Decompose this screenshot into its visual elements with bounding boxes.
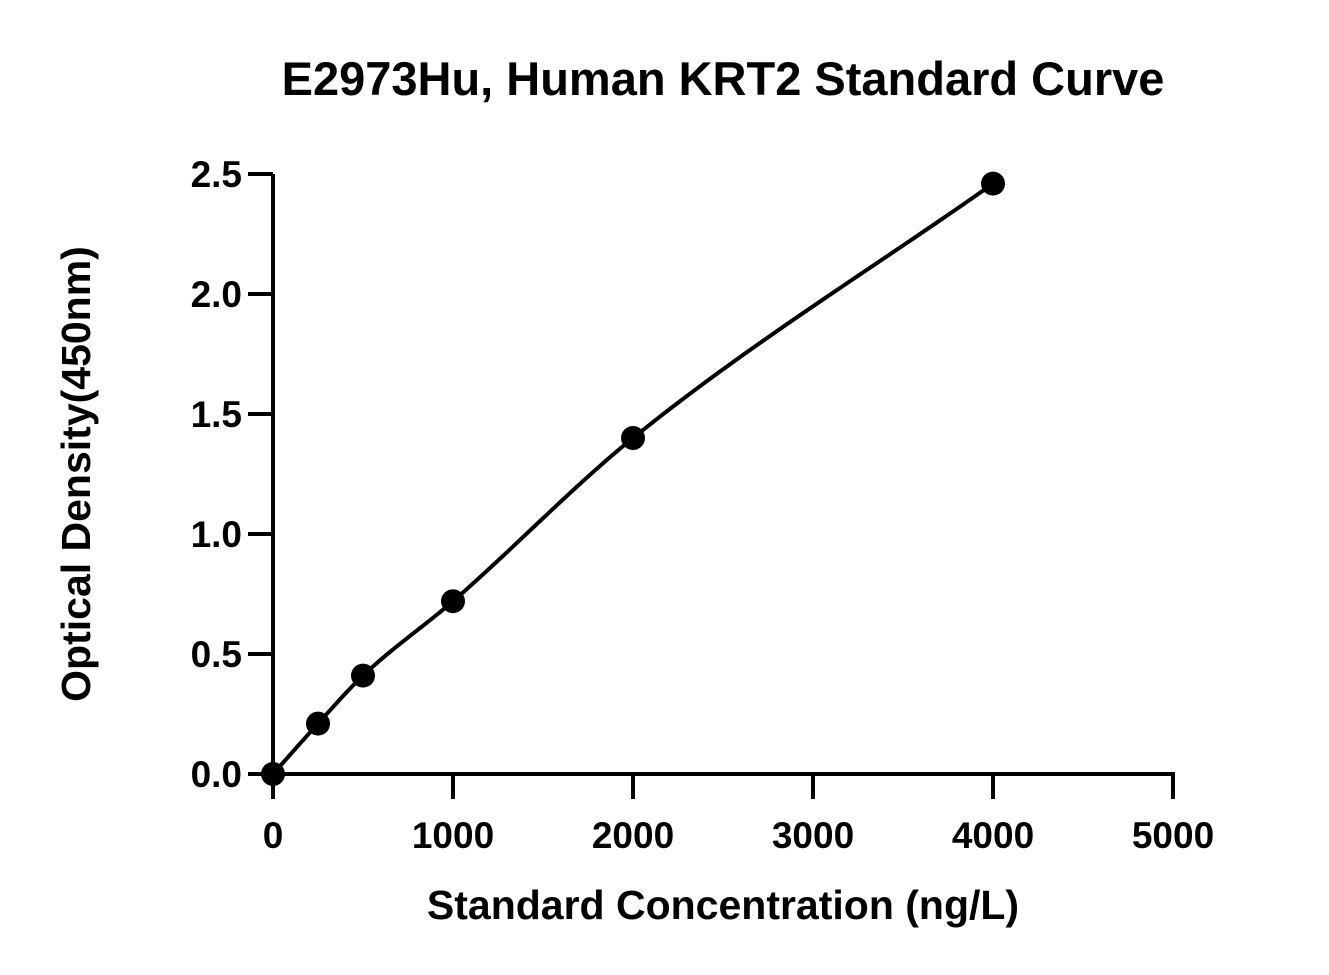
x-axis-title: Standard Concentration (ng/L) [427, 882, 1019, 928]
data-point [441, 589, 465, 614]
y-axis: 0.0 0.5 1.0 1.5 2.0 2.5 [191, 154, 275, 795]
x-ticks: 0 1000 2000 3000 4000 5000 [263, 774, 1214, 856]
x-tick-label: 2000 [592, 815, 674, 856]
y-tick-label: 0.5 [191, 634, 242, 675]
x-tick-label: 4000 [952, 815, 1034, 856]
x-tick-label: 5000 [1132, 815, 1214, 856]
x-tick-label: 1000 [412, 815, 494, 856]
data-point [261, 762, 285, 786]
y-tick-label: 1.5 [191, 394, 242, 435]
data-point [351, 663, 375, 688]
y-tick-label: 2.5 [191, 154, 242, 195]
x-tick-label: 0 [263, 815, 284, 856]
data-point [981, 171, 1005, 196]
y-tick-label: 1.0 [191, 514, 242, 555]
data-points [261, 171, 1005, 786]
y-axis-title: Optical Density(450nm) [53, 246, 99, 702]
data-point [306, 711, 330, 736]
data-point [621, 426, 645, 450]
y-tick-label: 2.0 [191, 274, 242, 315]
y-tick-label: 0.0 [191, 754, 242, 795]
x-axis: 0 1000 2000 3000 4000 5000 [263, 772, 1214, 856]
y-ticks: 0.0 0.5 1.0 1.5 2.0 2.5 [191, 154, 273, 795]
x-tick-label: 3000 [772, 815, 854, 856]
chart-title: E2973Hu, Human KRT2 Standard Curve [282, 52, 1165, 105]
fit-curve [271, 181, 995, 776]
